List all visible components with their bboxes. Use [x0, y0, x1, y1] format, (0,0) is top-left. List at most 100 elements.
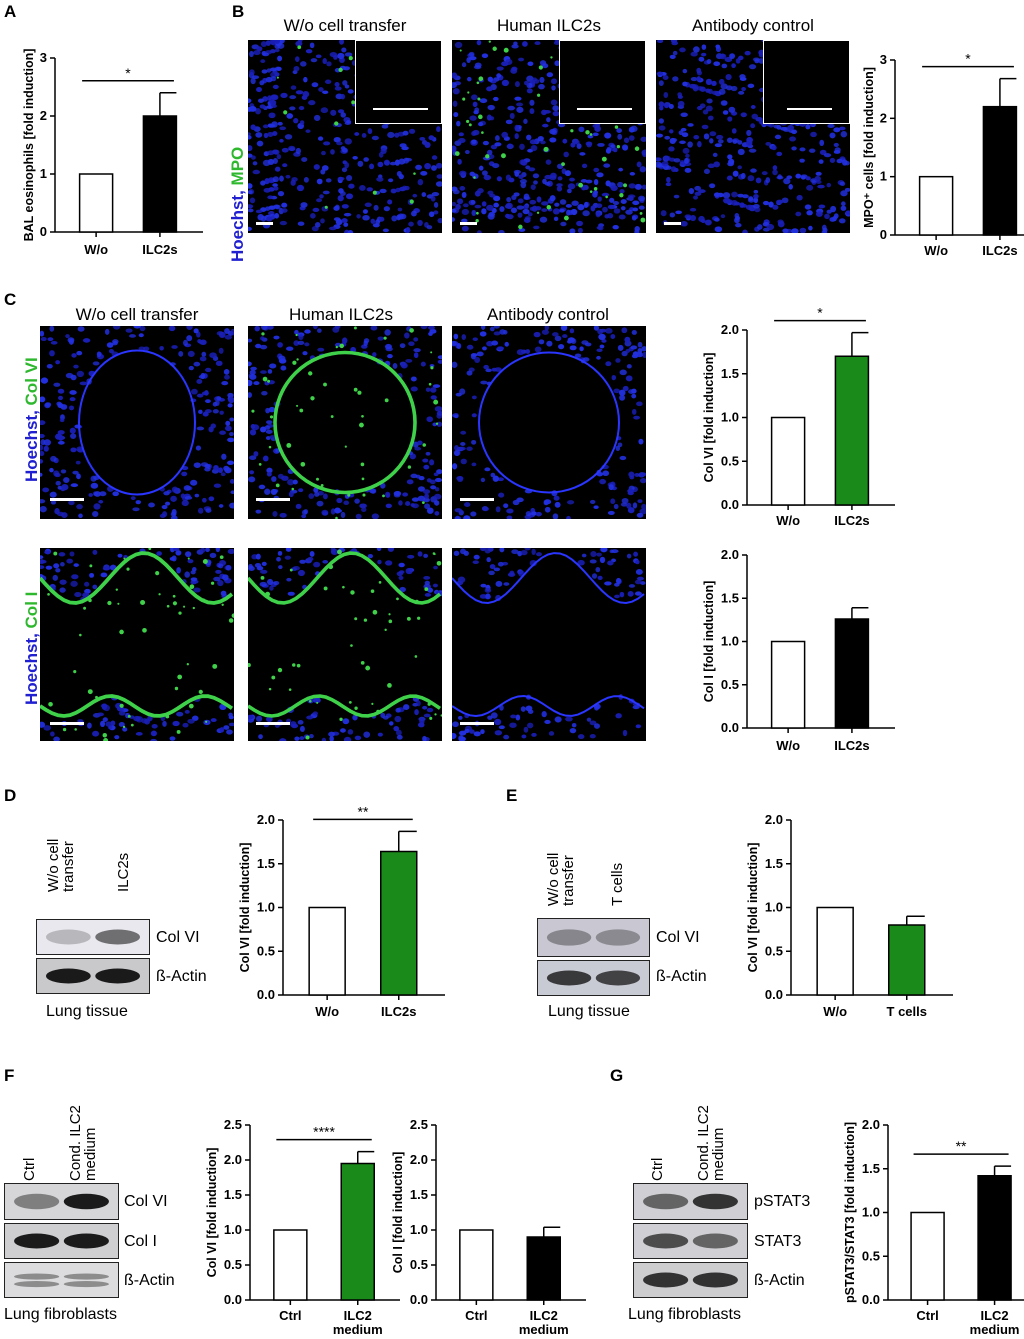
- y-tick-label: 0.0: [765, 987, 783, 1002]
- y-axis-label: Col VI [fold induction]: [746, 843, 760, 973]
- bar: [816, 906, 854, 996]
- y-tick-label: 2: [40, 108, 47, 123]
- micrograph-title: W/o cell transfer: [75, 305, 199, 324]
- panel-label-e: E: [506, 786, 518, 805]
- panel-label-b: B: [232, 2, 245, 21]
- y-tick-label: 0.0: [721, 720, 739, 735]
- x-tick-label: W/o: [823, 1004, 847, 1019]
- x-tick-label: ILC2s: [982, 243, 1017, 258]
- bar: [142, 115, 178, 233]
- blot-caption: Lung tissue: [46, 1003, 128, 1020]
- y-tick-label: 1.0: [765, 900, 783, 915]
- x-tick-label: ILC2 medium: [519, 1308, 569, 1337]
- significance-star: *: [965, 51, 971, 67]
- y-tick-label: 2.5: [410, 1117, 428, 1132]
- bar: [834, 355, 870, 506]
- blot-colvi: [4, 1183, 119, 1220]
- micrograph-c-coli-ilc2: [248, 548, 442, 741]
- y-axis-label: Col VI [fold induction]: [238, 843, 252, 973]
- blot-actin: [36, 958, 150, 994]
- x-tick-label: W/o: [776, 513, 800, 528]
- bar: [380, 850, 418, 996]
- blot-caption: Lung fibroblasts: [4, 1306, 117, 1323]
- panel-label-f: F: [4, 1066, 15, 1085]
- band-label: ß-Actin: [156, 968, 207, 985]
- micrograph-title: W/o cell transfer: [283, 16, 407, 35]
- band-label: STAT3: [754, 1233, 802, 1250]
- lane-label: W/o cell transfer: [45, 838, 77, 892]
- blot-colvi: [36, 919, 150, 955]
- chart-g: 0.0 0.5 1.0 1.5 2.0 pSTAT3/STAT3 [fold induct…: [843, 1117, 1024, 1337]
- y-tick-label: 1.0: [862, 1205, 880, 1220]
- bar: [888, 924, 926, 996]
- micrograph-c-coli-ab: [452, 548, 646, 741]
- micrograph-b-ab: [656, 40, 850, 233]
- y-tick-label: 1.5: [862, 1161, 880, 1176]
- tissue-texture: [40, 548, 234, 741]
- y-tick-label: 0.0: [224, 1292, 242, 1307]
- micrograph-title: Human ILC2s: [289, 305, 393, 324]
- bar: [770, 416, 806, 506]
- tissue-texture: [248, 548, 442, 741]
- chart-f-coli: 0.0 0.5 1.0 1.5 2.0 2.5 Col I [fold induction]…: [391, 1117, 586, 1337]
- bar: [918, 175, 954, 236]
- x-tick-label: T cells: [887, 1004, 927, 1019]
- y-tick-label: 1.5: [721, 590, 739, 605]
- bar: [526, 1236, 561, 1301]
- tissue-texture: [452, 548, 646, 741]
- y-tick-label: 0.5: [721, 677, 739, 692]
- x-tick-label: ILC2s: [834, 513, 869, 528]
- y-axis-label: Col VI [fold induction]: [702, 353, 716, 483]
- bar: [910, 1211, 945, 1301]
- significance-star: **: [956, 1138, 967, 1154]
- y-axis-label: Col VI [fold induction]: [205, 1148, 219, 1278]
- blot-bands: [45, 968, 141, 984]
- bar: [273, 1229, 308, 1301]
- band-label: Col I: [124, 1233, 157, 1250]
- stain-label-coli: Hoechst, Col I: [22, 591, 41, 705]
- x-tick-label: ILC2 medium: [333, 1308, 383, 1337]
- y-axis-label: pSTAT3/STAT3 [fold induction]: [843, 1122, 857, 1303]
- x-tick-label: W/o: [315, 1004, 339, 1019]
- blot-bands: [546, 929, 641, 946]
- bar: [78, 173, 114, 233]
- band-label: Col VI: [156, 929, 200, 946]
- blot-coli: [4, 1223, 119, 1259]
- lane-label: Ctrl: [21, 1157, 38, 1181]
- micrograph-c-colvi-wo: [40, 326, 234, 519]
- tissue-texture: [40, 326, 234, 519]
- y-tick-label: 2.0: [765, 812, 783, 827]
- micrograph-title: Antibody control: [692, 16, 814, 35]
- zoom-inset: [355, 40, 442, 124]
- y-axis-label: Col I [fold induction]: [391, 1152, 405, 1274]
- y-tick-label: 3: [40, 50, 47, 65]
- significance-star: *: [125, 65, 131, 81]
- lane-label: Cond. ILC2 medium: [695, 1105, 727, 1181]
- blot-bands: [45, 929, 141, 945]
- bar: [982, 105, 1018, 236]
- lane-label: Cond. ILC2 medium: [67, 1105, 99, 1181]
- zoom-inset: [763, 40, 850, 124]
- y-tick-label: 1.0: [257, 900, 275, 915]
- stain-label-colvi: Hoechst, Col VI: [22, 357, 41, 482]
- chart-e: 0.0 0.5 1.0 1.5 2.0 Col VI [fold induction] W/…: [746, 812, 953, 1019]
- y-tick-label: 1.5: [721, 366, 739, 381]
- y-tick-label: 0.0: [410, 1292, 428, 1307]
- blot-pstat3: [633, 1183, 748, 1220]
- blot-bands: [14, 1273, 109, 1288]
- micrograph-c-colvi-ilc2: [248, 326, 442, 519]
- x-tick-label: Ctrl: [279, 1308, 301, 1323]
- blot-bands: [546, 970, 641, 986]
- x-tick-label: Ctrl: [465, 1308, 487, 1323]
- y-tick-label: 2.0: [257, 812, 275, 827]
- chart-c-colvi: 0.0 0.5 1.0 1.5 2.0 Col VI [fold induction] W/…: [702, 305, 895, 528]
- chart-b: 0 1 2 3 MPO⁺ cells [fold induction] W/o ILC2s *: [862, 51, 1024, 258]
- micrograph-c-coli-wo: [40, 548, 234, 741]
- y-tick-label: 0: [880, 227, 887, 242]
- blot-actin: [633, 1262, 748, 1298]
- micrograph-c-colvi-ab: [452, 326, 646, 519]
- bar: [308, 906, 346, 996]
- chart-a: 0 1 2 3 BAL eosinophils [fold induction] W/o I…: [22, 49, 203, 257]
- lane-label: T cells: [609, 862, 626, 906]
- tissue-texture: [452, 326, 646, 519]
